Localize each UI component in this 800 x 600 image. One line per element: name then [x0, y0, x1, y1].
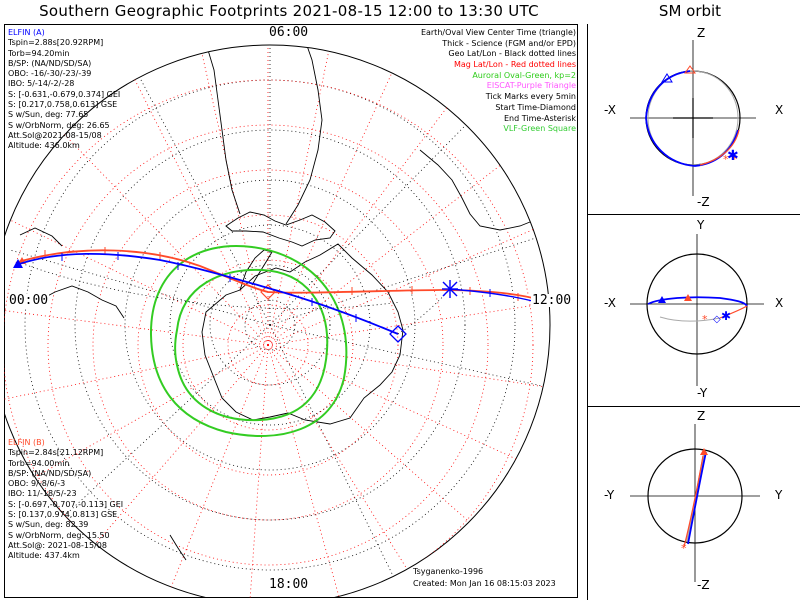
elfin-b-line: Torb=94.00min: [8, 458, 70, 468]
legend-item: Geo Lat/Lon - Black dotted lines: [448, 49, 576, 59]
sm2-bottom-label: -Y: [697, 386, 708, 400]
australia-coast: [19, 227, 63, 247]
elfin-b-line: S w/OrbNorm, deg: 15.50: [8, 530, 110, 540]
elfin-b-line: B/SP: (NA/ND/SD/SA): [8, 468, 92, 478]
legend-item: End Time-Asterisk: [503, 113, 576, 123]
map-title: Southern Geographic Footprints 2021-08-1…: [39, 2, 539, 20]
svg-text:*: *: [681, 542, 687, 555]
time-label-top: 06:00: [268, 25, 310, 40]
end-asterisk-a: [442, 280, 458, 298]
legend-item: Tick Marks every 5min: [485, 92, 576, 102]
legend-item: Mag Lat/Lon - Red dotted lines: [453, 60, 576, 70]
legend-item: Auroral Oval-Green, kp=2: [472, 70, 576, 80]
legend-item: Thick - Science (FGM and/or EPD): [442, 38, 576, 48]
elfin-a-info: ELFIN (A) Tspin=2.88s[20.92RPM] Torb=94.…: [8, 28, 120, 152]
footer-author: Tsyganenko-1996: [413, 567, 484, 576]
mag-grid: [4, 45, 550, 598]
elfin-b-line: S w/Sun, deg: 82.39: [8, 520, 89, 530]
south-america-coast: [225, 211, 336, 247]
elfin-a-footprint: [13, 252, 550, 343]
coastlines: [19, 45, 541, 561]
start-diamond-a: [389, 325, 407, 343]
auroral-oval: [149, 245, 348, 438]
sm1-right-label: X: [775, 103, 784, 117]
sm3-top-label: Z: [697, 409, 706, 423]
elfin-b-line: OBO: 9/-8/6/-3: [8, 479, 66, 489]
new-zealand-coast: [169, 534, 187, 561]
africa-coast: [419, 149, 541, 231]
time-label-left: 00:00: [8, 293, 50, 308]
sm-panel-xz: * * ✱: [630, 40, 756, 196]
sm1-bottom-label: -Z: [697, 195, 710, 209]
legend-item: Earth/Oval View Center Time (triangle): [420, 28, 576, 37]
footer-created: Created: Mon Jan 16 08:15:03 2023: [413, 579, 556, 588]
elfin-a-line: S: [0.217,0.758,0.613] GSE: [8, 100, 118, 110]
elfin-a-name: ELFIN (A): [8, 28, 45, 37]
elfin-b-line: IBO: 11/-18/5/-23: [8, 489, 77, 499]
geo-grid: [9, 45, 550, 591]
elfin-b-line: S: [-0.697,-0.707,-0.113] GEI: [8, 499, 124, 509]
elfin-a-line: IBO: 5/-14/-2/-28: [8, 79, 75, 89]
elfin-a-line: Att.Sol@2021-08-15/08: [8, 130, 102, 140]
sm-panel-yz: *: [630, 424, 760, 582]
legend-item: EISCAT-Purple Triangle: [486, 81, 576, 91]
elfin-b-footprint: [17, 247, 550, 312]
sm3-left-label: -Y: [604, 488, 615, 502]
svg-text:* *: * *: [723, 153, 738, 166]
elfin-b-line: Altitude: 437.4km: [8, 551, 80, 561]
sm2-left-label: -X: [604, 296, 616, 310]
elfin-b-name: ELFIN (B): [8, 438, 45, 447]
map-frame: [4, 24, 578, 598]
sm2-top-label: Y: [697, 218, 705, 232]
antarctica-coast: [201, 243, 404, 425]
sm1-left-label: -X: [604, 103, 616, 117]
sm2-right-label: X: [775, 296, 784, 310]
sm3-right-label: Y: [775, 488, 783, 502]
svg-text:◇: ◇: [713, 314, 721, 325]
sm-panel-xy: * ◇ ✱: [630, 234, 764, 386]
elfin-b-line: S: [0.137,0.974,0.813] GSE: [8, 510, 118, 520]
view-triangle-a: [13, 259, 23, 268]
svg-text:✱: ✱: [727, 148, 739, 164]
south-america-coast: [285, 45, 323, 225]
elfin-a-line: S: [-0.631,-0.679,0.374] GEI: [8, 89, 121, 99]
elfin-b-line: Att.Sol@: 2021-08-15/08: [8, 540, 107, 550]
svg-text:✱: ✱: [721, 309, 731, 323]
sm1-top-label: Z: [697, 26, 706, 40]
elfin-a-line: S w/OrbNorm, deg: 26.65: [8, 120, 110, 130]
legend-item: VLF-Green Square: [503, 124, 576, 134]
time-label-bottom: 18:00: [268, 577, 310, 592]
elfin-b-line: Tspin=2.84s[21.12RPM]: [8, 448, 104, 458]
sm3-bottom-label: -Z: [697, 578, 710, 592]
elfin-a-line: Tspin=2.88s[20.92RPM]: [8, 38, 104, 48]
elfin-a-line: Torb=94.20min: [8, 48, 70, 58]
sm-orbit-title: SM orbit: [658, 2, 722, 20]
legend-item: Start Time-Diamond: [495, 102, 576, 112]
australia-coast: [39, 285, 125, 319]
map-legend: Earth/Oval View Center Time (triangle) T…: [421, 28, 576, 135]
elfin-a-line: B/SP: (NA/ND/SD/SA): [8, 58, 92, 68]
svg-text:*: *: [702, 313, 708, 326]
elfin-a-line: Altitude: 436.0km: [8, 141, 80, 151]
south-america-coast: [207, 49, 241, 215]
time-label-right: 12:00: [531, 293, 573, 308]
elfin-a-line: OBO: -16/-30/-23/-39: [8, 69, 92, 79]
elfin-a-line: S w/Sun, deg: 77.65: [8, 110, 89, 120]
elfin-b-info: ELFIN (B) Tspin=2.84s[21.12RPM] Torb=94.…: [8, 438, 123, 562]
